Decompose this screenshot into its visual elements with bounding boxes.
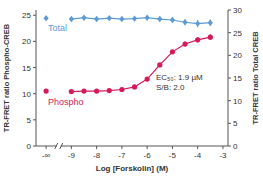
y-tick-label: 10 [22, 90, 31, 99]
y-tick [33, 67, 36, 68]
y-tick-label: 15 [22, 64, 31, 73]
point [81, 88, 86, 93]
y-tick [33, 41, 36, 42]
point [132, 15, 137, 21]
x-tick [121, 146, 122, 149]
point [107, 15, 112, 21]
y2-tick [228, 146, 231, 147]
x-tick-label: -9 [68, 151, 76, 160]
x-tick-label: -∞ [42, 151, 51, 160]
x-tick-label: -7 [118, 151, 126, 160]
point [182, 41, 187, 46]
x-tick [46, 146, 47, 149]
chart: 0 5 10 15 20 25 0 5 10 15 20 25 30 -∞ -9 -8 -7 -6 -5 -4 -3 Lo… [0, 0, 263, 177]
point [44, 15, 49, 21]
x-tick [71, 146, 72, 149]
x-tick [147, 146, 148, 149]
point [195, 20, 200, 26]
series-line [71, 37, 210, 91]
x-tick-label: -3 [219, 151, 227, 160]
y2-tick-label: 15 [233, 74, 242, 83]
y2-tick [228, 78, 231, 79]
point [195, 37, 200, 42]
y-tick-label: 25 [22, 11, 31, 20]
y-tick [33, 15, 36, 16]
y-tick [33, 119, 36, 120]
annotation: EC₅₀: 1.9 µM [156, 73, 203, 82]
point [69, 89, 74, 94]
axis-break [55, 143, 58, 149]
y2-tick [228, 100, 231, 101]
y2-axis-title: TR-FRET ratio Total CREB [251, 31, 260, 125]
x-tick-label: -4 [194, 151, 202, 160]
point [145, 76, 150, 81]
point [157, 16, 162, 22]
axis-break [60, 143, 63, 149]
x-tick-label: -6 [144, 151, 152, 160]
y2-tick-label: 25 [233, 29, 242, 38]
point [81, 15, 86, 21]
x-axis-title: Log [Forskolin] (M) [96, 164, 169, 173]
y-tick [33, 93, 36, 94]
y-tick-label: 5 [27, 116, 32, 125]
series-label: Phospho [48, 97, 84, 107]
y-axis-title: TR-FRET ratio Phospho-CREB [2, 23, 11, 132]
point [119, 87, 124, 92]
x-tick [96, 146, 97, 149]
point [157, 62, 162, 67]
x-tick-label: -5 [169, 151, 177, 160]
y2-tick [228, 32, 231, 33]
point [182, 19, 187, 25]
y2-tick [228, 123, 231, 124]
y2-tick-label: 20 [233, 51, 242, 60]
y2-tick-label: 5 [233, 119, 238, 128]
point [208, 35, 213, 40]
point [170, 49, 175, 54]
point [94, 16, 99, 22]
point [44, 88, 49, 93]
point [208, 19, 213, 25]
y-tick-label: 0 [27, 142, 32, 151]
y-tick [33, 146, 36, 147]
y-axis [36, 10, 37, 146]
series-label: Total [48, 23, 67, 33]
point [69, 16, 74, 22]
point [119, 16, 124, 22]
x-tick [172, 146, 173, 149]
point [107, 88, 112, 93]
y2-tick [228, 10, 231, 11]
y2-tick [228, 55, 231, 56]
point [132, 84, 137, 89]
point [170, 17, 175, 23]
y2-tick-label: 10 [233, 97, 242, 106]
plot-area [44, 15, 213, 95]
annotation: S/B: 2.0 [156, 83, 185, 92]
y-tick-label: 20 [22, 37, 31, 46]
series-line [71, 18, 210, 24]
y2-tick-label: 30 [233, 6, 242, 15]
x-tick [197, 146, 198, 149]
point [94, 88, 99, 93]
x-axis [36, 146, 228, 147]
x-tick [222, 146, 223, 149]
y2-tick-label: 0 [233, 142, 238, 151]
point [145, 15, 150, 21]
x-tick-label: -8 [93, 151, 101, 160]
